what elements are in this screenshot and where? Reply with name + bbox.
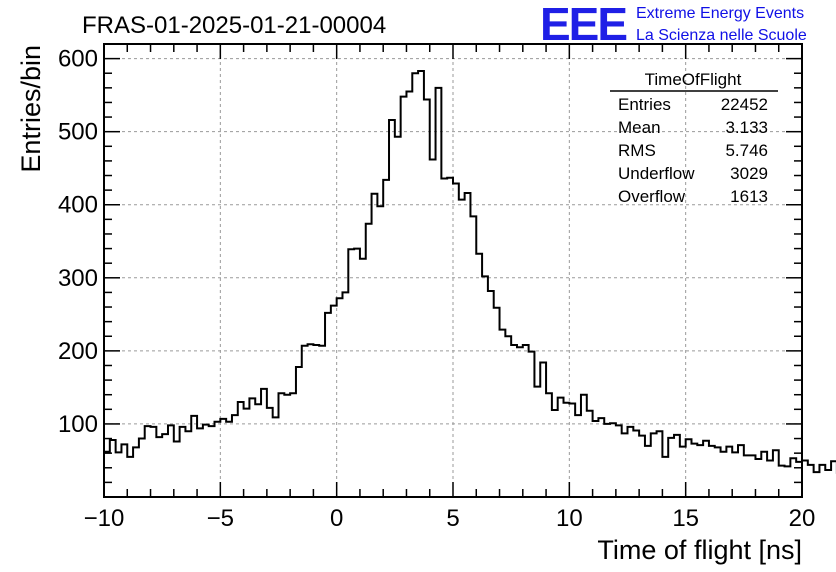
x-tick-label: −5	[207, 505, 234, 532]
y-tick-label: 300	[58, 265, 98, 292]
eee-logo: EEE	[540, 0, 626, 50]
stats-label: RMS	[618, 141, 656, 160]
x-tick-label: 20	[789, 505, 816, 532]
y-tick-label: 400	[58, 192, 98, 219]
stats-box: TimeOfFlight Entries 22452 Mean 3.133 RMS 5.7…	[610, 70, 778, 206]
x-tick-label: 5	[446, 505, 459, 532]
stats-title: TimeOfFlight	[645, 70, 742, 89]
x-axis-title: Time of flight [ns]	[597, 535, 802, 565]
tick-labels: −10 −5 0 5 10 15 20 100 200 300 400 500 600	[58, 46, 815, 532]
y-tick-label: 600	[58, 46, 98, 73]
stats-value: 22452	[721, 95, 768, 114]
axis-ticks	[103, 43, 803, 497]
stats-label: Entries	[618, 95, 671, 114]
stats-label: Mean	[618, 118, 661, 137]
y-tick-label: 500	[58, 119, 98, 146]
stats-label: Underflow	[618, 164, 695, 183]
y-tick-label: 200	[58, 338, 98, 365]
x-tick-label: −10	[84, 505, 125, 532]
plot-frame	[103, 43, 803, 498]
stats-rows: Entries 22452 Mean 3.133 RMS 5.746 Underflow 30…	[618, 95, 768, 206]
stats-value: 1613	[730, 187, 768, 206]
x-tick-label: 10	[556, 505, 583, 532]
chart-title: FRAS-01-2025-01-21-00004	[82, 12, 386, 39]
stats-value: 5.746	[725, 141, 768, 160]
stats-value: 3029	[730, 164, 768, 183]
y-axis-title: Entries/bin	[16, 45, 46, 173]
x-tick-label: 15	[672, 505, 699, 532]
stats-label: Overflow	[618, 187, 686, 206]
brand-line-2: La Scienza nelle Scuole	[636, 27, 807, 44]
histogram-line	[104, 70, 836, 474]
y-tick-label: 100	[58, 411, 98, 438]
brand-line-1: Extreme Energy Events	[636, 5, 804, 22]
stats-value: 3.133	[725, 118, 768, 137]
x-tick-label: 0	[330, 505, 343, 532]
